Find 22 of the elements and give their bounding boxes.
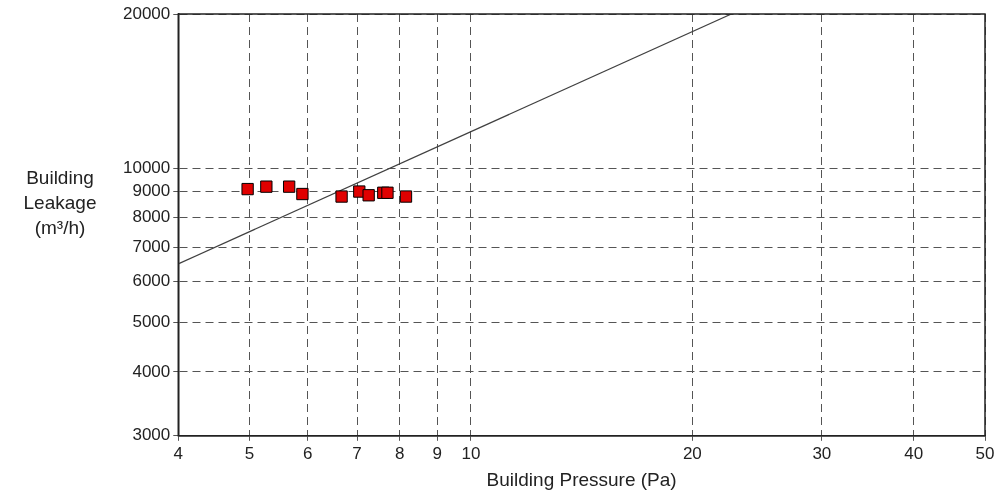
x-tick-label: 6 [303, 443, 313, 463]
x-axis-title: Building Pressure (Pa) [486, 468, 677, 490]
y-tick-label: 5000 [132, 311, 171, 331]
x-tick-label: 8 [394, 443, 405, 463]
x-tick-label: 9 [432, 443, 443, 463]
y-tick-label: 9000 [132, 181, 171, 201]
x-tick-label: 20 [682, 443, 702, 463]
x-tick-label: 5 [244, 443, 255, 463]
y-tick-label: 8000 [132, 207, 171, 227]
x-tick-label: 30 [812, 443, 832, 463]
y-tick-label: 7000 [132, 237, 171, 257]
x-tick-label: 40 [904, 443, 924, 463]
x-tick-label: 50 [975, 443, 995, 463]
y-tick-label: 4000 [132, 361, 171, 381]
y-tick-label: 3000 [132, 425, 171, 445]
x-tick-label: 10 [461, 443, 481, 463]
x-tick-label: 7 [352, 443, 362, 463]
y-tick-label: 20000 [122, 3, 171, 23]
y-axis-title: Building Leakage (m³/h) [22, 166, 98, 240]
y-tick-label: 6000 [132, 271, 171, 291]
y-tick-label: 10000 [122, 157, 171, 177]
x-tick-label: 4 [173, 443, 184, 463]
